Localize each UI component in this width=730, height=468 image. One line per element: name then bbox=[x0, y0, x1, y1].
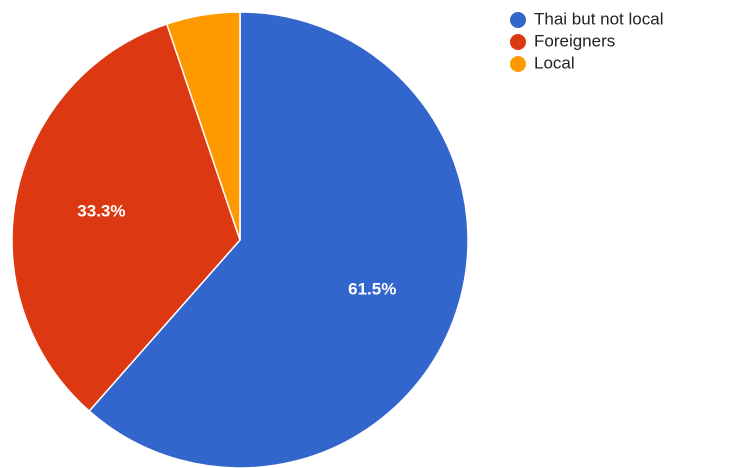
pie-data-labels: 61.5% 33.3% bbox=[77, 202, 396, 299]
pie-slice-thai-but-not-local bbox=[88, 11, 469, 468]
legend-marker-local bbox=[510, 56, 526, 72]
legend-label-foreigners: Foreigners bbox=[534, 31, 615, 50]
pie-slice-foreigners bbox=[11, 23, 241, 413]
legend-marker-thai-but-not-local bbox=[510, 12, 526, 28]
data-label-foreigners: 33.3% bbox=[77, 202, 125, 221]
legend: Thai but not local Foreigners Local bbox=[510, 9, 663, 72]
pie-slices bbox=[11, 11, 469, 468]
legend-label-local: Local bbox=[534, 53, 575, 72]
data-label-thai-but-not-local: 61.5% bbox=[348, 279, 396, 298]
pie-slice-local bbox=[165, 11, 241, 241]
legend-label-thai-but-not-local: Thai but not local bbox=[534, 9, 663, 28]
legend-marker-foreigners bbox=[510, 34, 526, 50]
